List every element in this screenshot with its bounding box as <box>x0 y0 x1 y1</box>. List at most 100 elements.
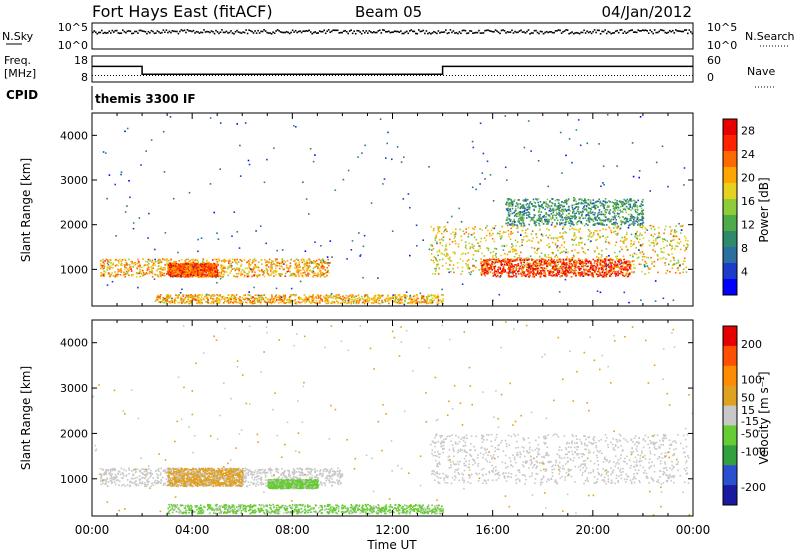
data-point <box>518 256 521 259</box>
data-point <box>448 258 451 261</box>
data-point <box>556 259 558 261</box>
data-point <box>487 259 489 261</box>
data-point <box>434 267 436 270</box>
data-point <box>624 217 627 219</box>
noise-point <box>497 31 500 34</box>
station-title: Fort Hays East (fitACF) <box>92 2 273 21</box>
data-point <box>590 273 592 276</box>
data-point <box>596 219 599 222</box>
data-point <box>528 258 530 261</box>
data-point <box>506 209 509 211</box>
data-point <box>486 260 489 263</box>
data-point <box>498 261 500 263</box>
noise-point <box>260 30 262 33</box>
data-point <box>637 256 640 259</box>
data-point <box>608 261 611 264</box>
data-point <box>502 265 505 268</box>
noise-point <box>684 29 686 31</box>
noise-point <box>475 31 477 34</box>
data-point <box>639 232 642 235</box>
data-point <box>143 264 145 267</box>
data-point <box>213 262 215 265</box>
data-point <box>623 242 625 244</box>
data-point <box>532 275 534 277</box>
data-point <box>683 244 685 247</box>
data-point <box>541 221 543 224</box>
noise-point <box>415 32 417 35</box>
data-point <box>559 261 562 263</box>
noise-point <box>93 30 96 32</box>
data-point <box>251 271 254 273</box>
data-point <box>487 262 489 265</box>
noise-point <box>644 29 647 31</box>
data-point <box>269 268 271 270</box>
data-point <box>460 235 463 238</box>
data-point <box>609 212 611 215</box>
noise-point <box>617 31 620 34</box>
data-point <box>571 204 573 207</box>
data-point <box>577 251 580 254</box>
data-point <box>462 252 464 255</box>
data-point <box>434 257 437 259</box>
data-point <box>581 259 584 261</box>
data-point <box>507 207 510 210</box>
data-point <box>613 207 615 209</box>
data-point <box>564 274 566 276</box>
data-point <box>616 264 619 266</box>
noise-point <box>550 31 552 33</box>
data-point <box>596 262 598 265</box>
data-point <box>629 254 632 257</box>
noise-point <box>388 30 390 33</box>
data-point <box>604 213 606 216</box>
data-point <box>190 262 193 264</box>
data-point <box>196 270 199 273</box>
data-point <box>494 274 497 276</box>
data-point <box>610 231 613 234</box>
data-point <box>552 274 555 277</box>
data-point <box>558 211 560 214</box>
data-point <box>173 269 176 272</box>
data-point <box>596 246 598 249</box>
noise-point <box>526 30 528 33</box>
data-point <box>179 264 182 267</box>
data-point <box>507 218 509 220</box>
data-point <box>562 219 564 221</box>
noise-point <box>158 31 160 33</box>
data-point <box>608 258 611 260</box>
data-point <box>522 225 525 228</box>
data-point <box>203 268 206 271</box>
data-point <box>543 260 546 263</box>
data-point <box>466 265 468 267</box>
data-point <box>216 271 218 274</box>
data-point <box>580 221 582 223</box>
data-point <box>477 250 480 253</box>
data-point <box>529 239 531 242</box>
data-point <box>608 266 610 268</box>
data-point <box>137 260 140 263</box>
data-point <box>508 270 510 273</box>
data-point <box>662 240 664 243</box>
data-point <box>641 223 643 226</box>
data-point <box>180 271 182 273</box>
data-point <box>522 204 525 206</box>
data-point <box>514 221 516 223</box>
data-point <box>615 264 618 267</box>
data-point <box>232 258 234 261</box>
data-point <box>523 222 525 225</box>
data-point <box>509 258 511 261</box>
data-point <box>194 264 196 266</box>
data-point <box>185 263 188 265</box>
data-point <box>472 233 474 236</box>
data-point <box>504 257 507 260</box>
data-point <box>257 266 260 269</box>
noise-point <box>368 30 371 32</box>
data-point <box>604 272 607 275</box>
data-point <box>526 235 529 238</box>
data-point <box>612 268 615 270</box>
data-point <box>567 220 569 223</box>
data-point <box>506 253 509 256</box>
data-point <box>609 258 612 261</box>
data-point <box>614 199 617 201</box>
noise-point <box>571 31 573 33</box>
data-point <box>626 231 628 234</box>
